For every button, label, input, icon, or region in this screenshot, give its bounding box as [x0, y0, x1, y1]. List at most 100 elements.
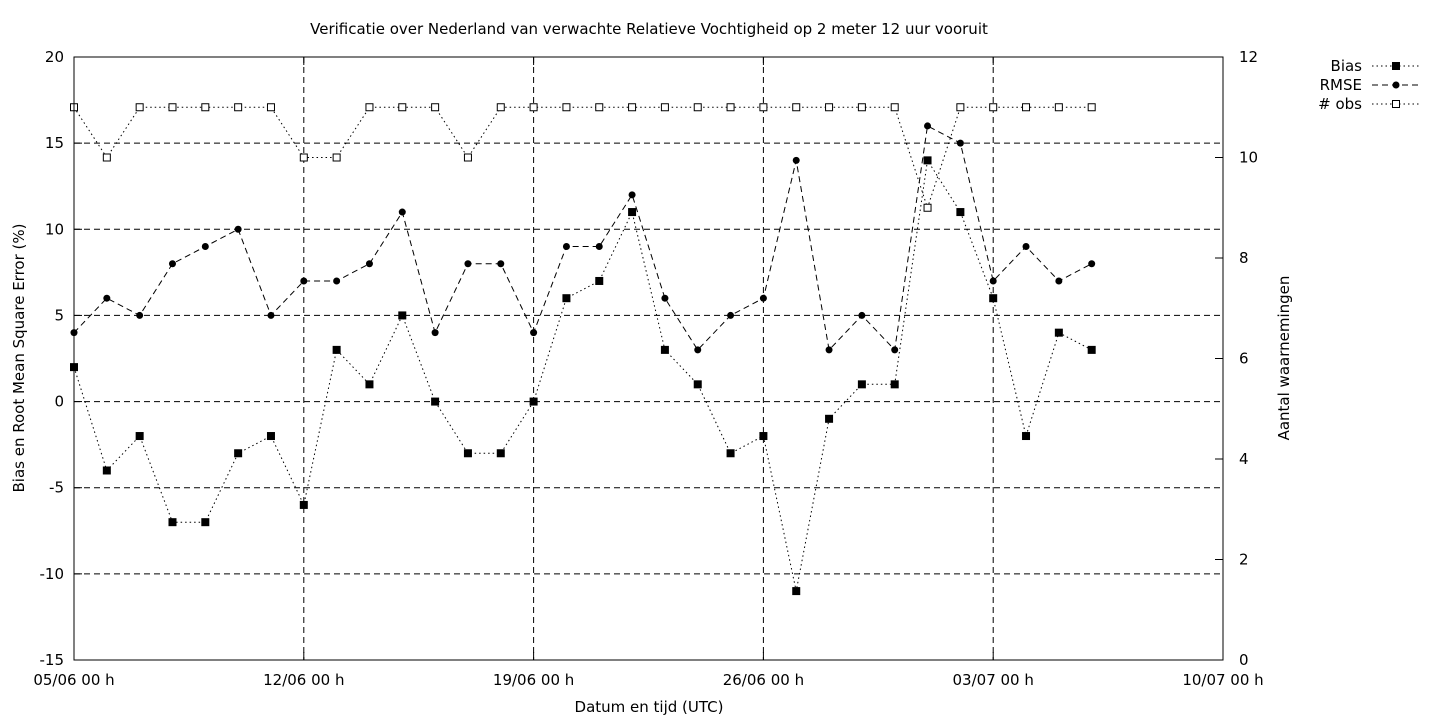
x-tick-label: 10/07 00 h	[1182, 671, 1263, 689]
series-bias	[70, 156, 1096, 596]
data-point-rmse	[300, 277, 308, 285]
data-point-bias	[660, 345, 669, 354]
data-point-rmse	[792, 156, 800, 164]
y-tick-label: -10	[40, 565, 65, 583]
data-point-bias	[923, 156, 932, 165]
data-point-rmse	[694, 346, 702, 354]
data-point-rmse	[858, 311, 866, 319]
data-point-bias	[168, 518, 177, 527]
data-point-bias	[693, 380, 702, 389]
legend-marker-rmse	[1392, 81, 1400, 89]
data-point-bias	[1054, 328, 1063, 337]
data-point-bias	[496, 449, 505, 458]
data-point-rmse	[727, 311, 735, 319]
data-point-obs	[693, 103, 702, 112]
data-point-bias	[431, 397, 440, 406]
series-rmse	[70, 122, 1096, 354]
series-line-rmse	[73, 125, 1092, 351]
data-point-obs	[1054, 103, 1063, 112]
y2-tick-label: 2	[1239, 551, 1249, 569]
data-point-bias	[398, 311, 407, 320]
y-tick-label: -5	[49, 479, 64, 497]
y-axis-label: Bias en Root Mean Square Error (%)	[10, 224, 28, 493]
data-point-bias	[726, 449, 735, 458]
data-point-obs	[726, 103, 735, 112]
data-point-rmse	[464, 260, 472, 268]
y-tick-label: 0	[54, 393, 64, 411]
data-point-obs	[857, 103, 866, 112]
grid	[74, 57, 1223, 660]
data-point-obs	[431, 103, 440, 112]
data-point-obs	[266, 103, 275, 112]
data-point-rmse	[267, 311, 275, 319]
data-point-rmse	[661, 294, 669, 302]
data-point-bias	[825, 414, 834, 423]
series-line-obs	[73, 106, 1092, 210]
data-point-bias	[201, 518, 210, 527]
data-point-obs	[365, 103, 374, 112]
data-point-bias	[365, 380, 374, 389]
x-axis-label: Datum en tijd (UTC)	[575, 698, 724, 716]
series-line-bias	[73, 158, 1092, 592]
data-point-bias	[792, 587, 801, 596]
legend-label-rmse: RMSE	[1320, 76, 1362, 94]
y-tick-label: 5	[54, 306, 64, 324]
data-point-rmse	[595, 243, 603, 251]
data-point-bias	[299, 500, 308, 509]
data-point-rmse	[234, 225, 242, 233]
data-point-bias	[562, 294, 571, 303]
data-point-rmse	[891, 346, 899, 354]
data-point-bias	[595, 276, 604, 285]
legend-marker-bias	[1392, 62, 1400, 70]
data-point-rmse	[365, 260, 373, 268]
data-point-bias	[135, 432, 144, 441]
x-tick-label: 03/07 00 h	[953, 671, 1034, 689]
data-point-obs	[956, 103, 965, 112]
series-obs	[70, 103, 1096, 212]
y2-tick-label: 8	[1239, 249, 1249, 267]
data-point-obs	[562, 103, 571, 112]
y-tick-label: -15	[40, 651, 65, 669]
legend-label-bias: Bias	[1331, 57, 1363, 75]
data-point-obs	[923, 203, 932, 212]
data-point-bias	[759, 432, 768, 441]
data-point-obs	[759, 103, 768, 112]
x-tick-label: 19/06 00 h	[493, 671, 574, 689]
data-point-obs	[890, 103, 899, 112]
data-point-bias	[529, 397, 538, 406]
data-point-bias	[234, 449, 243, 458]
data-point-rmse	[562, 243, 570, 251]
data-point-rmse	[530, 329, 538, 337]
data-point-obs	[529, 103, 538, 112]
data-point-rmse	[1022, 243, 1030, 251]
data-point-rmse	[825, 346, 833, 354]
legend-marker-obs	[1392, 100, 1400, 108]
data-point-obs	[234, 103, 243, 112]
data-point-rmse	[103, 294, 111, 302]
data-point-bias	[332, 345, 341, 354]
data-point-bias	[956, 208, 965, 217]
y2-tick-label: 0	[1239, 651, 1249, 669]
y2-tick-label: 10	[1239, 149, 1258, 167]
data-point-obs	[463, 153, 472, 162]
data-point-rmse	[168, 260, 176, 268]
data-point-bias	[1087, 345, 1096, 354]
data-point-rmse	[136, 311, 144, 319]
data-point-bias	[463, 449, 472, 458]
x-tick-label: 05/06 00 h	[33, 671, 114, 689]
data-point-obs	[496, 103, 505, 112]
data-point-rmse	[759, 294, 767, 302]
data-point-obs	[825, 103, 834, 112]
data-point-obs	[299, 153, 308, 162]
y-tick-label: 10	[45, 220, 64, 238]
y2-tick-label: 12	[1239, 48, 1258, 66]
x-tick-label: 26/06 00 h	[723, 671, 804, 689]
data-point-obs	[595, 103, 604, 112]
data-point-obs	[989, 103, 998, 112]
data-point-obs	[102, 153, 111, 162]
data-point-rmse	[431, 329, 439, 337]
data-point-obs	[792, 103, 801, 112]
data-point-bias	[857, 380, 866, 389]
